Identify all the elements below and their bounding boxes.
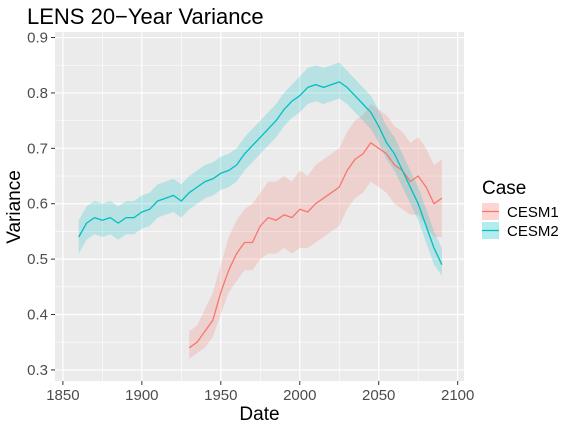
x-tick-label: 2050 — [362, 387, 395, 404]
y-tick-label: 0.8 — [27, 85, 48, 102]
chart-title: LENS 20−Year Variance — [27, 4, 264, 29]
y-tick-label: 0.9 — [27, 30, 48, 47]
x-tick-label: 2000 — [283, 387, 316, 404]
y-tick-label: 0.4 — [27, 307, 48, 324]
x-tick-label: 1850 — [46, 387, 79, 404]
y-axis-title: Variance — [4, 170, 25, 244]
legend: Case CESM1 CESM2 — [482, 178, 559, 240]
x-axis-ticks: 1850 1900 1950 2000 2050 2100 — [46, 381, 474, 404]
cesm2-legend-label: CESM2 — [507, 223, 559, 240]
x-tick-label: 1950 — [204, 387, 237, 404]
legend-title: Case — [482, 178, 526, 199]
y-tick-label: 0.5 — [27, 251, 48, 268]
cesm1-legend-label: CESM1 — [507, 204, 559, 221]
x-axis-title: Date — [239, 404, 279, 425]
y-axis-ticks: 0.3 0.4 0.5 0.6 0.7 0.8 0.9 — [27, 30, 55, 379]
y-tick-label: 0.6 — [27, 196, 48, 213]
x-tick-label: 1900 — [125, 387, 158, 404]
y-tick-label: 0.7 — [27, 140, 48, 157]
x-tick-label: 2100 — [441, 387, 474, 404]
y-tick-label: 0.3 — [27, 362, 48, 379]
